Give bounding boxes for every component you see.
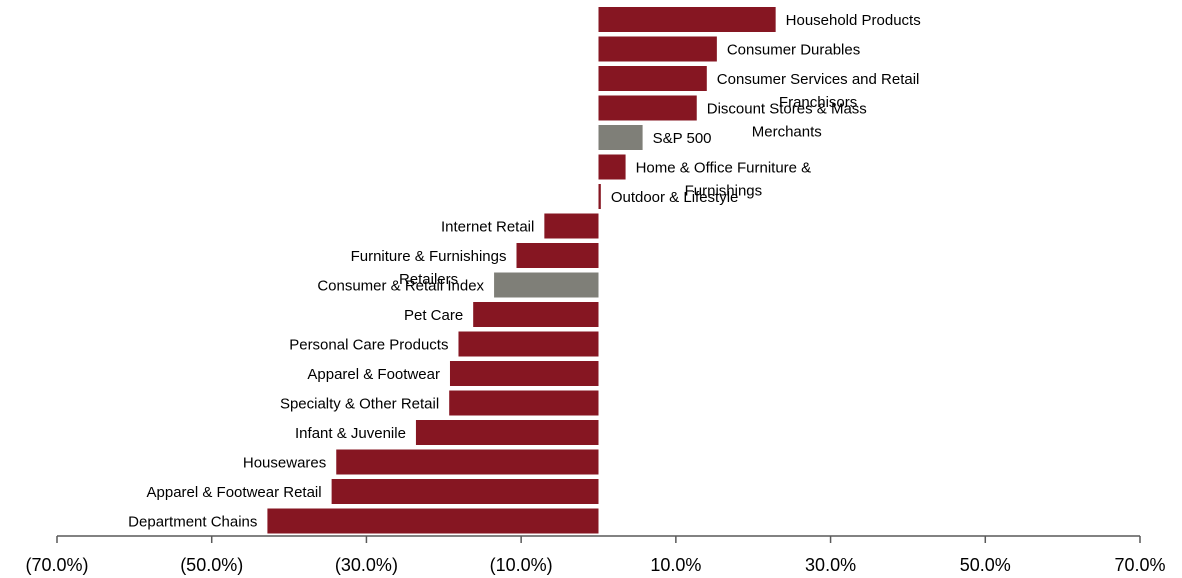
x-axis: (70.0%) (50.0%) (30.0%) (10.0%) 10.0% 30.0% 50… (25, 535, 1166, 575)
bar (336, 449, 599, 475)
bar-label: Consumer Services and Retail Franchisors (717, 71, 920, 111)
bar-label: S&P 500 (653, 130, 712, 147)
x-tick-label: 50.0% (960, 555, 1011, 575)
bar-label: Discount Stores & Mass Merchants (707, 101, 867, 141)
bar-label: Department Chains (128, 514, 257, 531)
bar (598, 36, 717, 62)
bar (598, 154, 626, 180)
bar-label: Personal Care Products (289, 337, 448, 354)
x-tick-label: (50.0%) (180, 555, 243, 575)
x-tick-label: (70.0%) (25, 555, 88, 575)
bar-label: Internet Retail (441, 219, 534, 236)
bar-label: Household Products (786, 12, 921, 29)
bar-labels-group: Household Products Consumer Durables Consu… (128, 12, 921, 531)
bar-label: Consumer Durables (727, 42, 860, 59)
bar-label: Pet Care (404, 307, 463, 324)
bar (473, 302, 599, 327)
bar (449, 361, 599, 386)
bar-label: Home & Office Furniture & Furnishings (636, 160, 812, 200)
x-tick-label: (10.0%) (490, 555, 553, 575)
bar-label: Furniture & Furnishings Retailers (351, 248, 507, 288)
bars-group (267, 7, 776, 534)
bar-label: Housewares (243, 455, 326, 472)
bar (598, 66, 707, 91)
bar (516, 243, 599, 268)
bar (449, 390, 599, 416)
bar-label: Specialty & Other Retail (280, 396, 439, 413)
bar (598, 95, 697, 121)
bar (331, 479, 599, 504)
x-tick-label: (30.0%) (335, 555, 398, 575)
bar (598, 7, 776, 32)
bar-label: Consumer & Retail Index (317, 278, 484, 295)
bar-label: Apparel & Footwear (307, 366, 440, 383)
bar-label: Outdoor & Lifestyle (611, 189, 739, 206)
bar (415, 420, 599, 445)
x-tick-label: 30.0% (805, 555, 856, 575)
bar-label: Apparel & Footwear Retail (147, 484, 322, 501)
bar (598, 125, 643, 150)
x-tick-label: 70.0% (1114, 555, 1165, 575)
bar (544, 213, 599, 239)
bar (458, 331, 599, 357)
bar-label: Infant & Juvenile (295, 425, 406, 442)
bar (598, 184, 601, 209)
x-tick-label: 10.0% (650, 555, 701, 575)
bar (267, 508, 599, 534)
bar (494, 272, 599, 298)
